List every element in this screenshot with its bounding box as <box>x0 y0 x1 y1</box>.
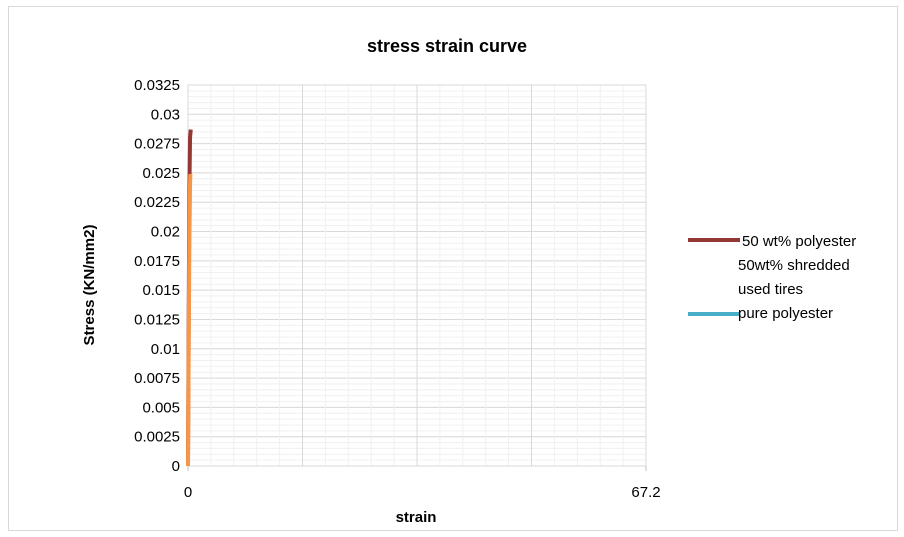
y-tick-label: 0.0325 <box>134 77 180 94</box>
chart-frame <box>8 6 898 531</box>
y-axis-label: Stress (KN/mm2) <box>81 225 98 346</box>
y-tick-label: 0.0075 <box>134 370 180 387</box>
x-tick-label: 67.2 <box>631 484 660 501</box>
y-tick-label: 0 <box>172 458 180 475</box>
y-tick-label: 0.005 <box>142 399 180 416</box>
x-tick-label: 0 <box>184 484 192 501</box>
series-layer <box>186 129 193 467</box>
y-tick-label: 0.0125 <box>134 311 180 328</box>
y-tick-label: 0.0275 <box>134 136 180 153</box>
y-tick-label: 0.0025 <box>134 429 180 446</box>
x-axis-ticks: 0 67.2 <box>184 466 661 501</box>
series-line-pure-polyester <box>186 174 193 467</box>
legend-label-blend-line2: 50wt% shredded <box>738 257 850 274</box>
y-tick-label: 0.03 <box>151 106 180 123</box>
legend-label-pure-polyester: pure polyester <box>738 305 833 322</box>
legend: 50 wt% polyester 50wt% shredded used tir… <box>688 233 856 322</box>
grid-lines <box>188 84 646 467</box>
chart-title: stress strain curve <box>367 36 527 56</box>
y-tick-label: 0.0225 <box>134 194 180 211</box>
y-tick-label: 0.01 <box>151 341 180 358</box>
y-axis-ticks: 0 0.0025 0.005 0.0075 0.01 0.0125 0.015 0.0175 0… <box>134 77 180 475</box>
y-tick-label: 0.015 <box>142 282 180 299</box>
y-tick-label: 0.0175 <box>134 253 180 270</box>
y-tick-label: 0.025 <box>142 165 180 182</box>
legend-label-blend-line1: 50 wt% polyester <box>742 233 856 250</box>
x-axis-label: strain <box>396 509 437 526</box>
legend-label-blend-line3: used tires <box>738 281 803 298</box>
y-tick-label: 0.02 <box>151 224 180 241</box>
